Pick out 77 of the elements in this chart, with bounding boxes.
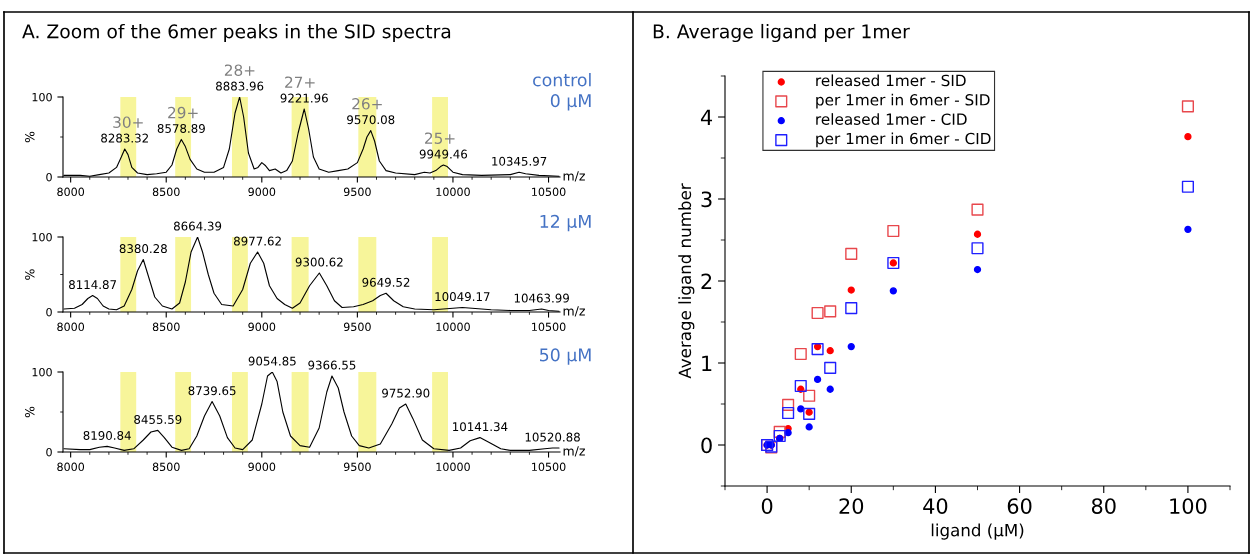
x-tick-label: 10500 [532,322,566,332]
y-tick-label: 100 [32,92,52,102]
x-tick-label: 9500 [343,462,371,472]
legend-label: per 1mer in 6mer - SID [816,93,990,109]
annotation: control 0 µM [533,73,591,111]
annotation: 8380.28 [119,244,167,254]
x-tick-label: 8500 [152,322,180,332]
x-tick-label: 60 [1007,498,1032,514]
x-tick-label: 40 [923,498,948,514]
x-tick-label: 20 [839,498,864,514]
x-tick-label: 10500 [532,462,566,472]
legend-label: released 1mer - CID [816,113,967,125]
annotation: 8283.32 [101,133,148,143]
x-tick-label: 80 [1091,498,1116,514]
y-tick-label: 0 [46,447,52,457]
annotation: 10141.34 [453,422,508,432]
annotation: 8114.87 [69,280,117,290]
annotation: 9752.90 [382,388,430,398]
chart-title: B. Average ligand per 1mer [653,23,910,43]
annotation: 10463.99 [514,293,569,303]
text: 50 µM [540,348,591,365]
annotation: 8883.96 [216,81,264,91]
y-axis-title: % [25,269,35,280]
annotation: 8739.65 [188,386,236,396]
x-tick-label: 9000 [248,322,276,332]
x-tick-label: 8500 [152,462,180,472]
x-tick-label: 100 [1170,498,1207,514]
x-axis-title: m/z [563,306,585,317]
text: 12 µM [540,214,591,232]
annotation: 8455.59 [134,415,182,424]
y-tick-label: 1 [702,355,712,371]
band-label: 28+ [224,64,255,76]
y-axis-title: % [25,406,35,418]
x-tick-label: 10000 [436,187,470,197]
x-tick-label: 10500 [532,187,566,197]
y-tick-label: 0 [46,172,52,182]
annotation: 9570.08 [347,115,395,125]
x-tick-label: 9500 [343,322,371,332]
x-axis-title: m/z [563,446,585,457]
y-tick-label: 4 [700,109,713,125]
y-tick-label: 100 [32,367,52,377]
annotation: 9366.55 [308,360,356,370]
y-tick-label: 2 [701,273,712,289]
y-tick-label: 0 [46,307,52,317]
y-axis-title: Average ligand number [678,183,695,379]
annotation: 9949.46 [419,149,468,159]
annotation: 9221.96 [280,93,328,103]
x-tick-label: 10000 [436,322,470,332]
x-tick-label: 0 [761,498,773,514]
x-axis-title: m/z [563,171,585,182]
annotation: 9054.85 [248,356,296,366]
annotation: 8664.39 [173,221,222,231]
x-tick-label: 9000 [248,462,276,472]
annotation: 8977.62 [233,236,281,246]
x-tick-label: 9500 [343,187,371,197]
annotation: 8578.89 [157,124,205,133]
x-tick-label: 9000 [248,187,276,197]
x-tick-label: 8000 [57,187,85,197]
chart-title: A. Zoom of the 6mer peaks in the SID spectra [22,23,451,43]
annotation: 9300.62 [295,257,343,267]
y-tick-label: 100 [32,232,52,242]
y-axis-title: % [25,131,35,143]
annotation: 10049.17 [435,292,490,302]
band-label: 27+ [285,76,315,88]
y-tick-label: 0 [701,437,712,454]
annotation: 8190.84 [83,431,131,440]
x-axis-title: ligand (µM) [931,523,1024,540]
legend-label: released 1mer - SID [816,74,966,87]
annotation: 10345.97 [492,156,547,166]
x-tick-label: 8000 [57,462,85,472]
x-tick-label: 8000 [57,322,85,332]
annotation: 10520.88 [525,432,580,442]
x-tick-label: 10000 [436,462,470,472]
annotation: 9649.52 [362,277,410,287]
legend-label: per 1mer in 6mer - CID [816,132,991,148]
x-tick-label: 8500 [152,187,180,197]
y-tick-label: 3 [701,191,712,208]
